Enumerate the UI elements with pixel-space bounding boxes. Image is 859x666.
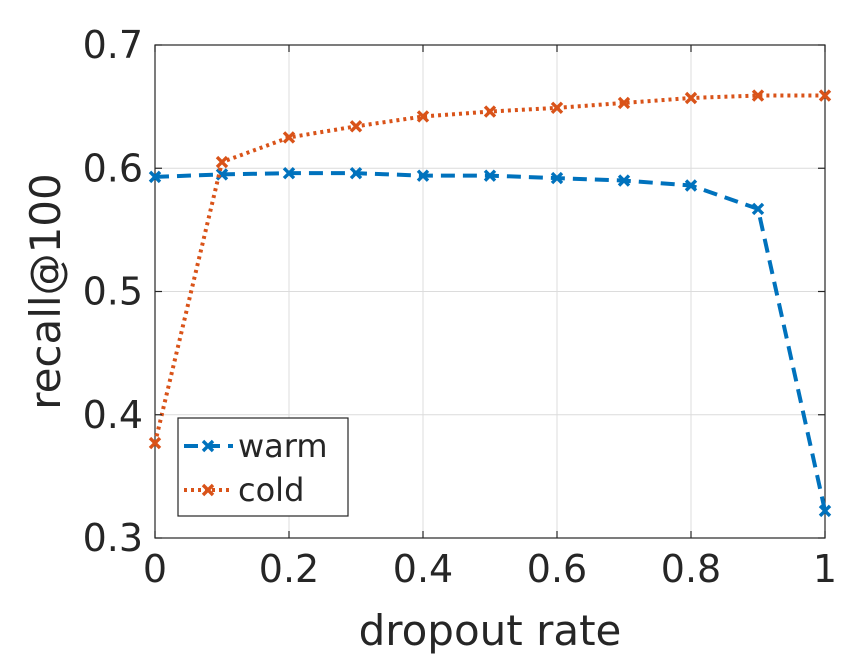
series-line-cold	[153, 93, 825, 444]
x-tick-label: 0.8	[661, 547, 721, 591]
series-layer	[148, 89, 832, 518]
data-point-warm	[483, 169, 497, 182]
data-point-warm	[684, 179, 698, 192]
data-point-cold	[818, 89, 832, 102]
legend: warm cold	[177, 417, 349, 517]
x-tick-label: 0.6	[527, 547, 587, 591]
y-tick-label: 0.5	[83, 270, 143, 314]
data-point-warm	[282, 166, 296, 180]
y-tick-label: 0.7	[83, 23, 143, 67]
x-tick-label: 0	[143, 547, 167, 591]
data-point-warm	[349, 166, 363, 180]
y-axis-label: recall@100	[21, 173, 70, 410]
data-point-cold	[148, 436, 162, 450]
x-tick-label: 1	[813, 547, 837, 591]
legend-label-warm: warm	[238, 427, 328, 465]
data-point-cold	[684, 91, 698, 105]
legend-marker-warm	[201, 439, 215, 453]
data-point-cold	[617, 96, 631, 110]
x-tick-label: 0.4	[393, 547, 453, 591]
y-axis-ticks: 0.3 0.4 0.5 0.6 0.7	[83, 23, 825, 560]
data-point-warm	[617, 174, 631, 187]
x-tick-label: 0.2	[259, 547, 319, 591]
data-point-warm	[215, 168, 229, 181]
series-warm	[148, 166, 832, 518]
data-point-warm	[416, 169, 430, 182]
x-axis-ticks: 0 0.2 0.4 0.6 0.8 1	[143, 45, 837, 591]
y-tick-label: 0.6	[83, 146, 143, 190]
legend-box	[177, 417, 349, 517]
data-point-cold	[282, 131, 296, 144]
data-point-cold	[751, 89, 765, 102]
data-point-cold	[416, 110, 430, 123]
x-axis-label: dropout rate	[359, 606, 622, 655]
legend-marker-cold	[201, 483, 215, 497]
data-point-cold	[215, 155, 229, 169]
data-point-warm	[148, 170, 162, 184]
data-point-warm	[550, 171, 564, 185]
series-cold	[148, 89, 832, 450]
legend-label-cold: cold	[238, 471, 304, 509]
y-tick-label: 0.4	[83, 393, 143, 437]
data-point-warm	[818, 504, 832, 518]
y-tick-label: 0.3	[83, 516, 143, 560]
data-point-cold	[349, 120, 363, 133]
data-point-cold	[550, 101, 564, 115]
data-point-warm	[751, 202, 765, 216]
data-point-cold	[483, 105, 497, 118]
